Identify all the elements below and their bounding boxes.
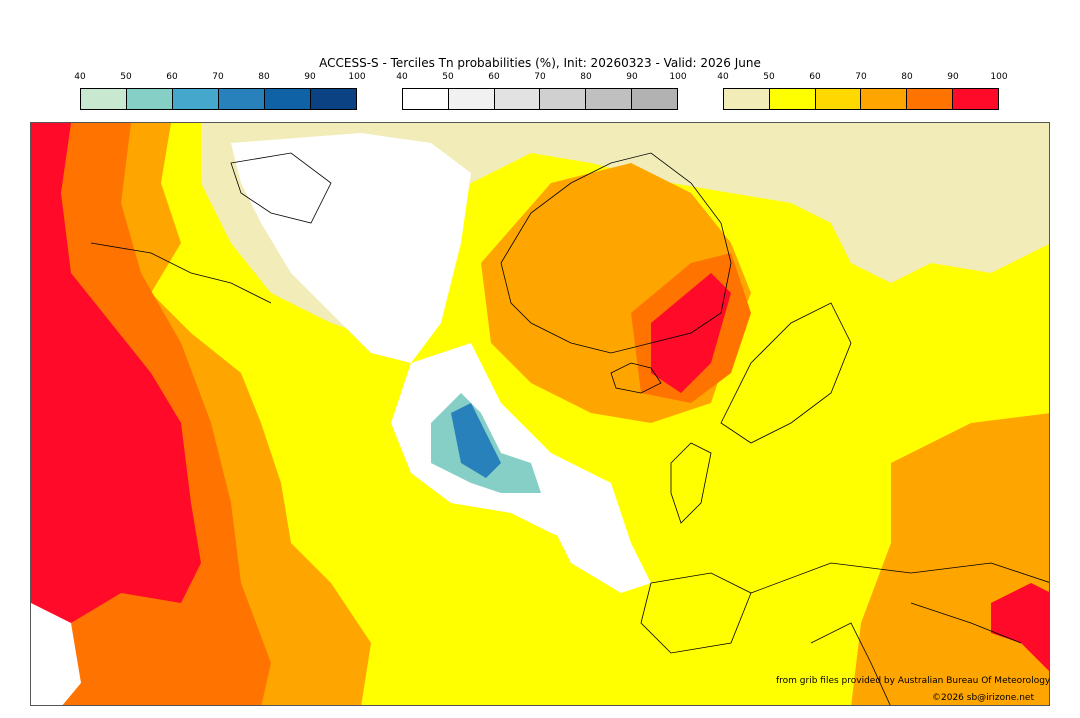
tick-label: 40 — [396, 72, 408, 82]
field-blue-core — [451, 403, 501, 478]
colorbar-swatch — [724, 89, 770, 109]
colorbar-swatch — [861, 89, 908, 109]
tick-label: 50 — [120, 72, 132, 82]
field-white-arctic — [231, 133, 471, 363]
colorbar-near-normal — [402, 88, 678, 110]
tick-label: 40 — [74, 72, 86, 82]
colorbar-swatch — [586, 89, 633, 109]
colorbar-swatch — [173, 89, 219, 109]
tick-label: 50 — [763, 72, 775, 82]
tick-label: 100 — [669, 72, 687, 82]
copyright-credit: ©2026 sb@irizone.net — [932, 693, 1034, 703]
tick-label: 70 — [855, 72, 867, 82]
tick-label: 80 — [901, 72, 913, 82]
tick-label: 70 — [212, 72, 224, 82]
tick-label: 60 — [488, 72, 500, 82]
tick-label: 60 — [166, 72, 178, 82]
field-red-east — [991, 583, 1049, 671]
legend-above-normal: 40 50 60 70 80 90 100 — [717, 72, 1008, 112]
tick-label: 90 — [626, 72, 638, 82]
coastlines — [90, 152, 1049, 705]
tick-label: 80 — [258, 72, 270, 82]
colorbar-swatch — [448, 89, 495, 109]
legend-near-normal: 40 50 60 70 80 90 100 — [396, 72, 687, 112]
colorbar-swatch — [907, 89, 954, 109]
colorbar-swatch — [540, 89, 587, 109]
legend-ticks: 40 50 60 70 80 90 100 — [74, 72, 365, 84]
field-white-atlantic — [391, 343, 631, 553]
tick-label: 70 — [534, 72, 546, 82]
colorbar-below-normal — [80, 88, 357, 110]
tick-label: 60 — [809, 72, 821, 82]
legend-ticks: 40 50 60 70 80 90 100 — [717, 72, 1007, 84]
tick-label: 100 — [348, 72, 366, 82]
data-source-credit: from grib files provided by Australian B… — [776, 676, 1051, 686]
colorbar-swatch — [265, 89, 311, 109]
colorbar-above-normal — [723, 88, 999, 110]
colorbar-swatch — [219, 89, 265, 109]
colorbar-swatch — [769, 89, 816, 109]
tick-label: 80 — [580, 72, 592, 82]
legend-ticks: 40 50 60 70 80 90 100 — [396, 72, 686, 84]
colorbar-swatch — [311, 89, 356, 109]
tick-label: 40 — [717, 72, 729, 82]
map-canvas — [31, 123, 1049, 705]
tick-label: 90 — [947, 72, 959, 82]
colorbar-swatch — [127, 89, 173, 109]
legend-below-normal: 40 50 60 70 80 90 100 — [74, 72, 366, 112]
colorbar-swatch — [815, 89, 862, 109]
field-white-iberia-atlantic — [551, 523, 651, 593]
tick-label: 100 — [990, 72, 1008, 82]
tick-label: 50 — [442, 72, 454, 82]
probability-map — [30, 122, 1050, 706]
tick-label: 90 — [304, 72, 316, 82]
colorbar-swatch — [494, 89, 541, 109]
colorbar-swatch — [632, 89, 677, 109]
colorbar-swatch — [403, 89, 449, 109]
colorbar-swatch — [81, 89, 127, 109]
map-title: ACCESS-S - Terciles Tn probabilities (%)… — [319, 56, 761, 70]
field-white-southwest — [31, 603, 81, 705]
colorbar-swatch — [953, 89, 998, 109]
field-red-west — [31, 123, 201, 643]
